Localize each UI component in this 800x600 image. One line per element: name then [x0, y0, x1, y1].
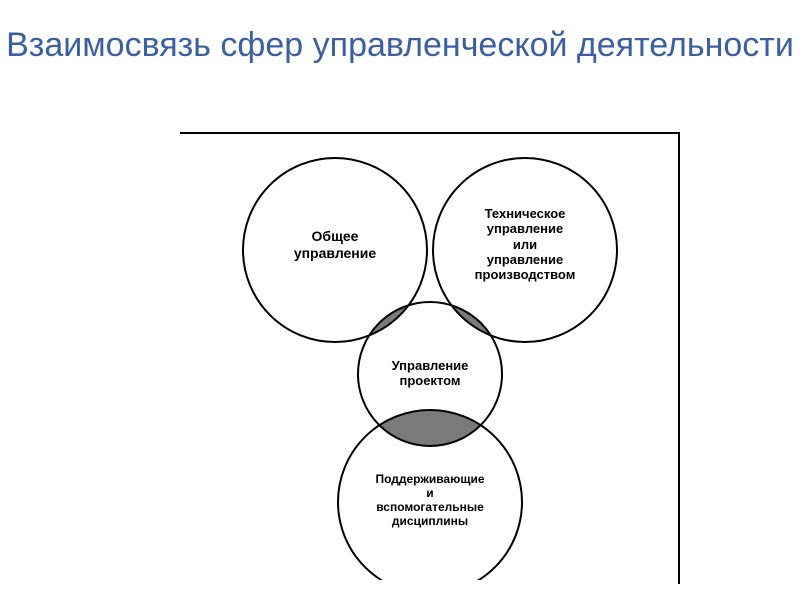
label-support: Поддерживающиеивспомогательныедисциплины — [358, 472, 502, 529]
label-technical: Техническоеуправлениеилиуправлениепроизв… — [462, 206, 588, 283]
label-general: Общееуправление — [272, 228, 398, 261]
venn-diagram: Общееуправление Техническоеуправлениеили… — [190, 140, 670, 580]
slide-title: Взаимосвязь сфер управленческой деятельн… — [0, 26, 800, 65]
label-project: Управлениепроектом — [372, 358, 488, 389]
slide: Взаимосвязь сфер управленческой деятельн… — [0, 0, 800, 600]
